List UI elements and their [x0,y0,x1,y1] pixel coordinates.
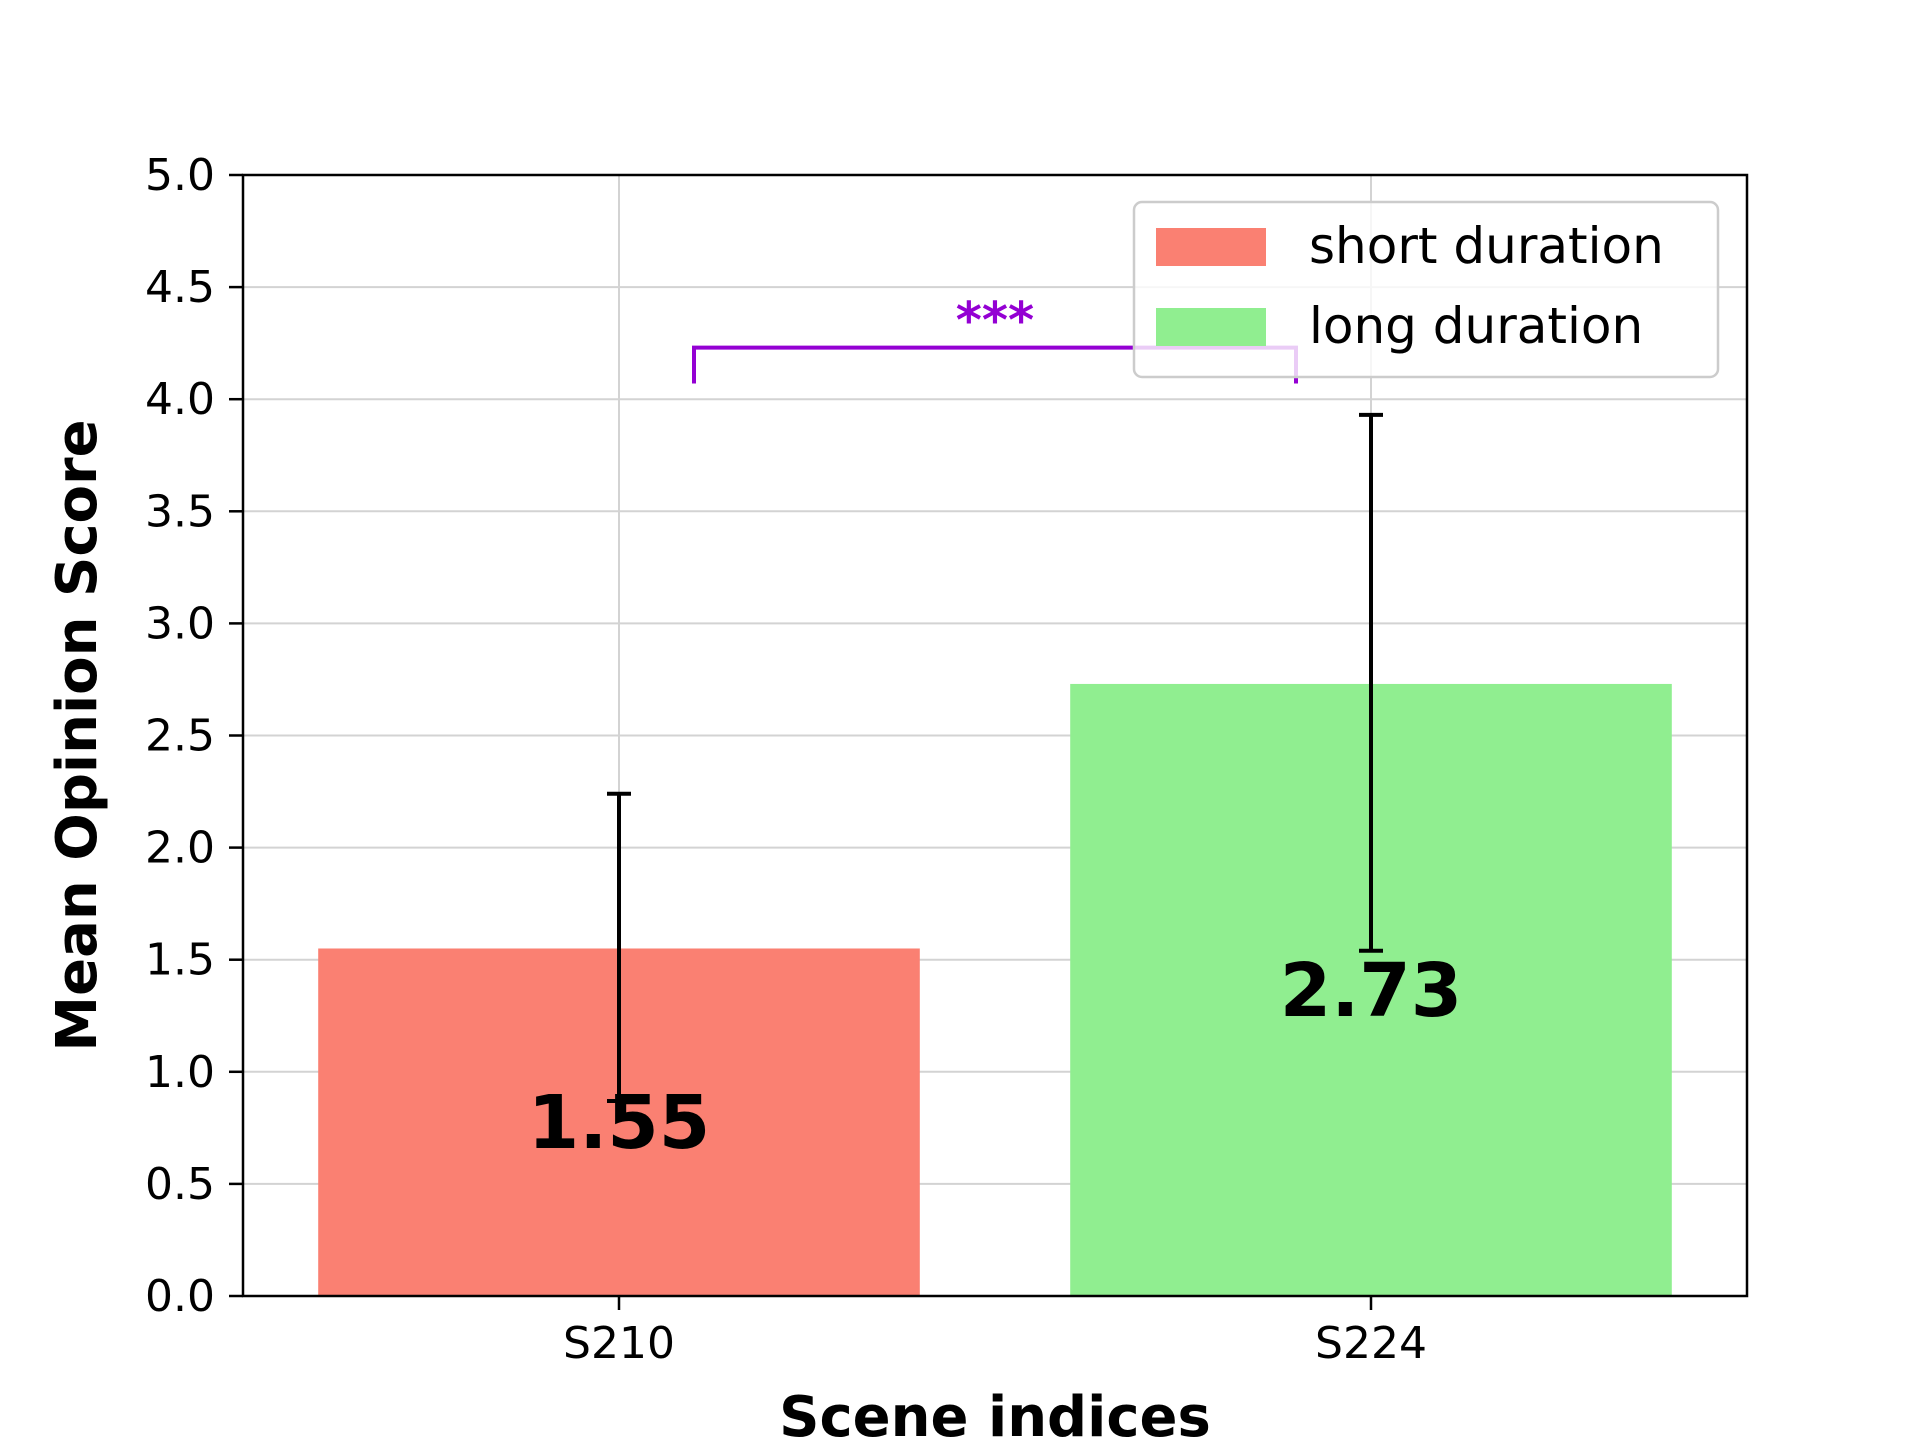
y-tick-label: 2.5 [145,711,215,762]
x-tick-label: S210 [563,1318,675,1369]
y-tick-label: 2.0 [145,823,215,874]
legend: short duration long duration [1132,200,1720,379]
x-axis-title: Scene indices [779,1385,1211,1440]
legend-box [1132,200,1720,379]
y-tick-label: 3.0 [145,598,215,649]
x-tick-label: S224 [1315,1318,1427,1369]
y-tick-label: 1.5 [145,935,215,986]
bar-value-label-S224: 2.73 [1280,948,1463,1034]
legend-swatch [1156,308,1266,346]
error-bars [607,412,1383,1103]
x-axis: S210 S224 [563,1296,1427,1369]
legend-label: long duration [1309,297,1643,355]
y-axis: 0.0 0.5 1.0 1.5 2.0 2.5 3.0 3.5 4.0 4.5 5.0 [145,150,243,1322]
y-tick-label: 0.5 [145,1159,215,1210]
y-tick-label: 1.0 [145,1047,215,1098]
y-tick-label: 5.0 [145,150,215,201]
legend-swatch [1156,228,1266,266]
y-tick-label: 0.0 [145,1271,215,1322]
y-tick-label: 4.0 [145,374,215,425]
y-tick-label: 4.5 [145,262,215,313]
legend-label: short duration [1309,217,1664,275]
bar-value-label-S210: 1.55 [528,1080,711,1166]
y-tick-label: 3.5 [145,486,215,537]
y-axis-title: Mean Opinion Score [45,419,110,1051]
bar-value-labels: 1.55 2.73 [528,948,1463,1166]
significance-stars: *** [956,292,1034,350]
